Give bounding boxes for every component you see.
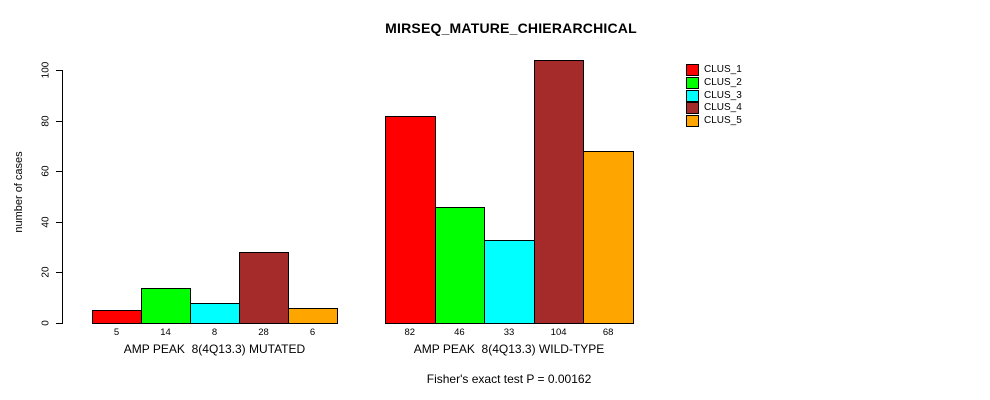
bar-value-label: 104 — [550, 327, 567, 338]
legend-label: CLUS_3 — [704, 89, 742, 101]
y-tick-label: 80 — [40, 115, 52, 127]
bar-clus_5-group2 — [583, 150, 634, 324]
y-tick — [56, 70, 62, 71]
bar-value-label: 5 — [113, 327, 120, 338]
bar-clus_1-group2 — [385, 115, 436, 324]
group-label: AMP PEAK 8(4Q13.3) MUTATED — [123, 342, 306, 356]
bar-value-label: 28 — [258, 327, 269, 338]
y-tick-label: 0 — [40, 320, 52, 326]
legend-label: CLUS_1 — [704, 64, 742, 75]
y-tick — [56, 323, 62, 324]
clus_5-color-swatch — [686, 115, 699, 128]
legend-label: CLUS_2 — [704, 76, 742, 88]
y-tick — [56, 272, 62, 274]
legend-label: CLUS_4 — [704, 102, 742, 114]
fisher-test-annotation: Fisher's exact test P = 0.00162 — [426, 372, 592, 386]
bar-value-label: 14 — [160, 327, 171, 338]
y-tick-label: 100 — [40, 61, 52, 79]
bar-value-label: 8 — [211, 327, 218, 338]
clus_4-color-swatch — [686, 102, 699, 115]
bar-clus_2-group2 — [434, 206, 486, 324]
y-tick — [56, 221, 62, 223]
bar-clus_4-group1 — [239, 252, 289, 324]
bar-value-label: 82 — [404, 327, 416, 338]
clus_2-color-swatch — [686, 76, 699, 89]
bar-clus_1-group1 — [92, 310, 142, 324]
group-label: AMP PEAK 8(4Q13.3) WILD-TYPE — [413, 342, 605, 356]
bar-value-label: 68 — [602, 327, 614, 338]
clus_1-color-swatch — [686, 64, 699, 76]
legend-label: CLUS_5 — [704, 115, 742, 127]
bar-clus_3-group2 — [484, 239, 535, 324]
y-tick — [56, 171, 62, 173]
bar-clus_3-group1 — [190, 302, 240, 324]
y-tick-label: 40 — [40, 216, 52, 228]
y-tick-label: 60 — [40, 165, 52, 177]
bar-value-label: 6 — [309, 327, 316, 338]
clus_3-color-swatch — [686, 89, 699, 102]
bar-clus_4-group2 — [533, 59, 585, 324]
chart-title: MIRSEQ_MATURE_CHIERARCHICAL — [385, 20, 637, 36]
bar-value-label: 33 — [503, 327, 515, 338]
bar-clus_2-group1 — [141, 287, 191, 324]
y-axis-line — [62, 70, 63, 324]
y-axis-title: number of cases — [13, 151, 25, 233]
bar-value-label: 46 — [454, 327, 465, 338]
bar-clus_5-group1 — [288, 307, 338, 324]
y-tick — [56, 120, 62, 122]
y-tick-label: 20 — [40, 266, 52, 278]
